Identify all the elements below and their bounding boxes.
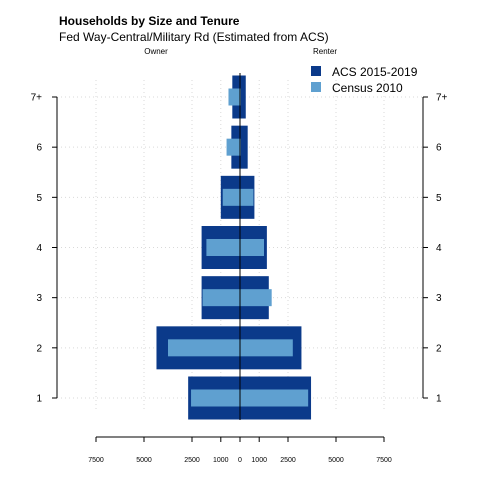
renter-bar-acs bbox=[240, 125, 248, 169]
legend-label-census: Census 2010 bbox=[332, 81, 403, 95]
renter-bar-census bbox=[240, 239, 264, 256]
right-tick-label: 4 bbox=[436, 243, 442, 254]
legend: ACS 2015-2019 Census 2010 bbox=[311, 65, 418, 95]
owner-bar-census bbox=[228, 88, 240, 106]
renter-bar-acs bbox=[240, 75, 246, 119]
owner-bar-census bbox=[206, 239, 240, 256]
chart-title: Households by Size and Tenure bbox=[59, 14, 240, 28]
x-tick-label: 7500 bbox=[376, 457, 392, 464]
renter-bar-census bbox=[240, 289, 272, 307]
x-tick-label: 2500 bbox=[184, 457, 200, 464]
right-tick-label: 2 bbox=[436, 343, 442, 354]
right-tick-label: 7+ bbox=[436, 93, 448, 104]
x-tick-label: 2500 bbox=[280, 457, 296, 464]
left-tick-label: 1 bbox=[36, 394, 42, 405]
x-tick-label: 5000 bbox=[136, 457, 152, 464]
legend-label-acs: ACS 2015-2019 bbox=[332, 65, 418, 79]
renter-bar-census bbox=[240, 339, 293, 357]
legend-swatch-census bbox=[311, 82, 321, 92]
x-tick-label: 1000 bbox=[213, 457, 229, 464]
x-tick-label: 1000 bbox=[251, 457, 267, 464]
left-tick-label: 5 bbox=[36, 193, 42, 204]
owner-bar-census bbox=[191, 389, 240, 407]
right-tick-label: 6 bbox=[436, 143, 442, 154]
x-tick-label: 0 bbox=[238, 457, 242, 464]
left-tick-label: 4 bbox=[36, 243, 42, 254]
left-tick-label: 2 bbox=[36, 343, 42, 354]
renter-bar-census bbox=[240, 389, 309, 407]
bar-layer bbox=[156, 75, 312, 420]
owner-bar-census bbox=[222, 188, 240, 206]
right-tick-label: 3 bbox=[436, 293, 442, 304]
owner-bar-census bbox=[168, 339, 240, 357]
axis-layer: 1 1 2 2 3 3 4 4 5 5 6 6 7+ 7+ 7500 5000 2500 1000 0 1000 250… bbox=[31, 73, 448, 464]
left-tick-label: 7+ bbox=[31, 93, 43, 104]
x-tick-label: 7500 bbox=[88, 457, 104, 464]
renter-bar-census bbox=[240, 188, 254, 206]
chart-subtitle: Fed Way-Central/Military Rd (Estimated f… bbox=[59, 30, 329, 44]
owner-bar-census bbox=[202, 289, 240, 307]
x-tick-label: 5000 bbox=[328, 457, 344, 464]
owner-bar-census bbox=[226, 138, 240, 156]
legend-swatch-acs bbox=[311, 66, 321, 76]
left-tick-label: 6 bbox=[36, 143, 42, 154]
right-tick-label: 5 bbox=[436, 193, 442, 204]
right-tick-label: 1 bbox=[436, 394, 442, 405]
owner-side-label: Owner bbox=[144, 47, 168, 56]
left-tick-label: 3 bbox=[36, 293, 42, 304]
renter-side-label: Renter bbox=[313, 47, 337, 56]
